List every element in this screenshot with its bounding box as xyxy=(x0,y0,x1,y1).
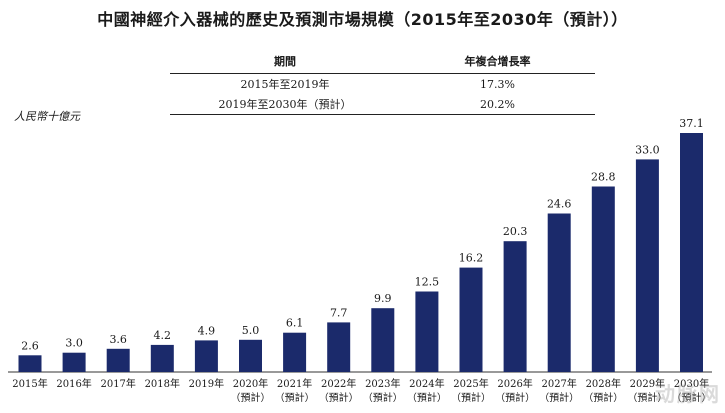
bar-value-label: 6.1 xyxy=(286,317,304,330)
bar xyxy=(415,291,439,372)
cagr-period: 2019年至2030年（預計） xyxy=(170,94,400,115)
bar xyxy=(194,340,218,372)
chart-title: 中國神經介入器械的歷史及預測市場規模（2015年至2030年（預計）） xyxy=(97,10,628,29)
bar-value-label: 3.0 xyxy=(65,337,83,350)
bar xyxy=(239,339,262,372)
x-tick-label: 2026年 xyxy=(497,377,532,390)
bar-value-label: 2.6 xyxy=(21,339,39,352)
bar-value-label: 5.0 xyxy=(242,324,260,337)
x-tick-estimate-note: （預計） xyxy=(672,391,712,404)
x-tick-label: 2015年 xyxy=(12,377,47,390)
x-tick-label: 2019年 xyxy=(189,377,224,390)
bar-value-label: 16.2 xyxy=(459,252,484,265)
x-tick-label: 2024年 xyxy=(409,377,444,390)
x-tick-label: 2018年 xyxy=(145,377,180,390)
bar xyxy=(18,355,42,372)
x-tick-label: 2029年 xyxy=(630,377,665,390)
bar-value-label: 7.7 xyxy=(330,306,348,319)
cagr-rate: 17.3% xyxy=(480,77,515,91)
bar-value-label: 37.1 xyxy=(679,117,704,130)
x-tick-label: 2023年 xyxy=(365,377,400,390)
y-axis-unit-label: 人民幣十億元 xyxy=(14,110,80,123)
cagr-period: 2015年至2019年 xyxy=(240,78,330,91)
x-tick-estimate-note: （預計） xyxy=(275,391,315,404)
bar-value-label: 20.3 xyxy=(503,225,528,238)
bar xyxy=(106,348,130,372)
x-tick-label: 2017年 xyxy=(100,377,135,390)
x-tick-estimate-note: （預計） xyxy=(495,391,535,404)
x-tick-label: 2025年 xyxy=(453,377,488,390)
x-tick-estimate-note: （預計） xyxy=(407,391,447,404)
x-tick-estimate-note: （預計） xyxy=(583,391,623,404)
cagr-rate: 20.2% xyxy=(400,94,595,115)
x-tick-estimate-note: （預計） xyxy=(319,391,359,404)
x-tick-estimate-note: （預計） xyxy=(451,391,491,404)
x-tick-label: 2020年 xyxy=(233,377,268,390)
bar xyxy=(547,213,571,372)
bar xyxy=(635,159,659,372)
cagr-row: 2015年至2019年 17.3% xyxy=(170,74,595,95)
cagr-row: 2019年至2030年（預計） 20.2% xyxy=(170,94,595,115)
bar xyxy=(591,186,615,372)
bar xyxy=(680,133,703,372)
x-tick-label: 2028年 xyxy=(586,377,621,390)
bar-value-label: 4.2 xyxy=(154,329,172,342)
x-tick-label: 2022年 xyxy=(321,377,356,390)
x-tick-estimate-note: （預計） xyxy=(231,391,271,404)
bar xyxy=(371,308,395,372)
bar-value-label: 28.8 xyxy=(591,171,616,184)
bar xyxy=(62,352,86,372)
x-tick-label: 2021年 xyxy=(277,377,312,390)
bar xyxy=(503,241,527,372)
x-tick-label: 2030年 xyxy=(674,377,709,390)
x-tick-estimate-note: （預計） xyxy=(363,391,403,404)
x-tick-estimate-note: （預計） xyxy=(539,391,579,404)
x-tick-estimate-note: （預計） xyxy=(627,391,667,404)
watermark-logo: 动脉网 xyxy=(655,382,721,406)
cagr-header-rate: 年複合增長率 xyxy=(400,50,595,74)
bar xyxy=(283,332,307,372)
bar-value-label: 33.0 xyxy=(635,143,660,156)
bar xyxy=(459,267,483,372)
x-tick-label: 2016年 xyxy=(56,377,91,390)
bar-value-label: 12.5 xyxy=(415,276,440,289)
cagr-header-period: 期間 xyxy=(170,50,400,74)
x-tick-label: 2027年 xyxy=(541,377,576,390)
bar-value-label: 24.6 xyxy=(547,198,572,211)
bar-value-label: 3.6 xyxy=(109,333,127,346)
cagr-table: 期間 年複合增長率 2015年至2019年 17.3% 2019年至2030年（… xyxy=(170,50,595,115)
bar xyxy=(327,322,351,372)
bar-value-label: 4.9 xyxy=(198,324,216,337)
bar-value-label: 9.9 xyxy=(374,292,392,305)
bar xyxy=(150,344,174,372)
